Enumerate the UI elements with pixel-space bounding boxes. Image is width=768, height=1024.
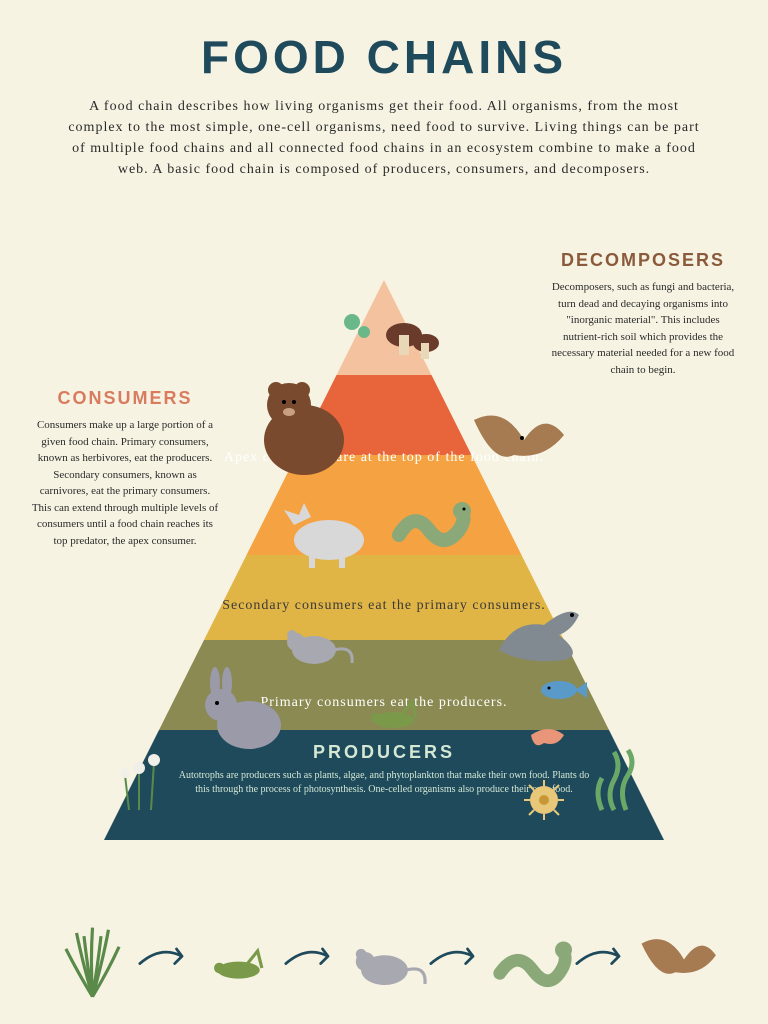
pyramid: Apex consumers are at the top of the foo…: [104, 280, 664, 840]
chain-snake-icon: [487, 919, 572, 999]
chain-hawk-icon: [633, 919, 718, 999]
food-chain-strip: [50, 914, 718, 1004]
bacteria-icon: [344, 314, 370, 338]
shrimp-icon: [531, 729, 564, 745]
chain-grasshopper-icon: [196, 919, 281, 999]
cell-icon: [524, 780, 564, 820]
seal-icon: [499, 612, 579, 662]
bear-icon: [264, 382, 344, 475]
chain-arrow-icon: [138, 944, 193, 974]
hawk-icon: [474, 416, 564, 457]
decomposers-title: DECOMPOSERS: [548, 250, 738, 271]
pyramid-animals: [104, 280, 664, 840]
chain-grass-icon: [50, 919, 135, 999]
mushroom-icon: [386, 323, 439, 359]
seaweed-icon: [598, 750, 632, 810]
fish-icon: [541, 681, 587, 699]
chain-arrow-icon: [575, 944, 630, 974]
chain-mouse-icon: [342, 919, 427, 999]
grasshopper-icon: [371, 702, 416, 728]
chain-arrow-icon: [429, 944, 484, 974]
snake-icon: [399, 502, 471, 540]
mouse-icon: [287, 630, 352, 664]
wolf-icon: [284, 503, 364, 568]
rabbit-icon: [205, 667, 281, 749]
chain-arrow-icon: [284, 944, 339, 974]
intro-text: A food chain describes how living organi…: [0, 84, 768, 180]
flowers-icon: [120, 754, 160, 810]
page-title: FOOD CHAINS: [0, 0, 768, 84]
